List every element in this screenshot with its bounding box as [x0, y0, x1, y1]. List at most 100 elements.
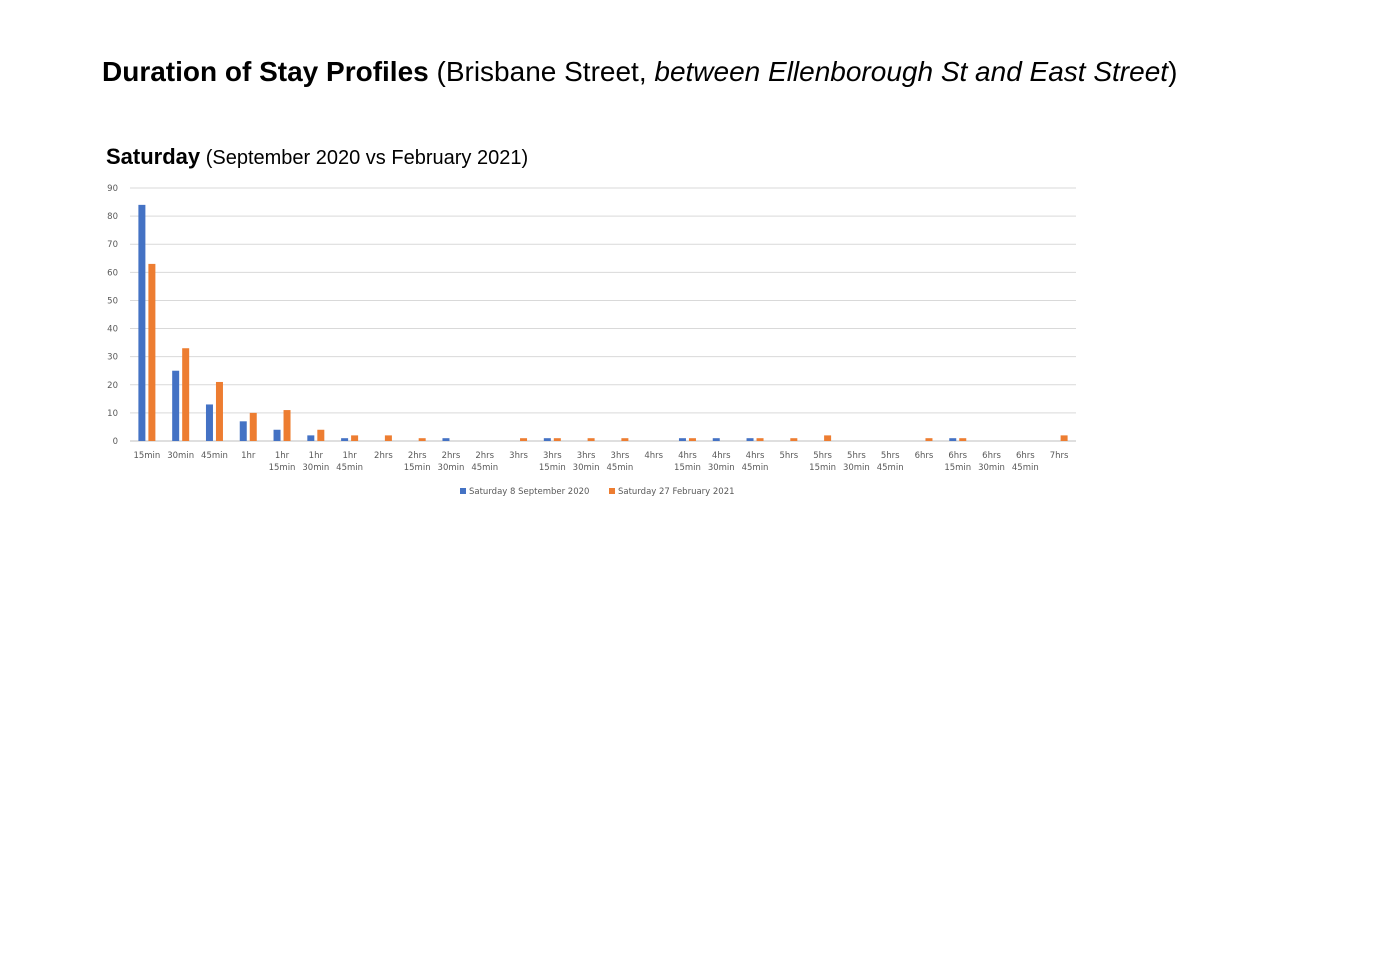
- bar-sep-2020: [543, 438, 551, 441]
- x-axis-ticks: 15min 30min 45min 1hr 1hr 15min 1hr 30min 1hr 45m…: [133, 451, 1069, 473]
- x-tick-label: 6hrs: [982, 451, 1001, 461]
- x-tick-label: 1hr: [241, 451, 256, 461]
- gridlines: [130, 187, 1076, 442]
- bar-sep-2020: [205, 404, 213, 441]
- page-title-location: between Ellenborough St and East Street: [654, 56, 1169, 87]
- page-title-main: Duration of Stay Profiles: [102, 56, 429, 87]
- bar-feb-2021: [688, 438, 696, 441]
- chart-title: Saturday (September 2020 vs February 202…: [106, 144, 528, 170]
- x-tick-label: 15min: [674, 463, 701, 473]
- x-tick-label: 45min: [336, 463, 363, 473]
- x-tick-label: 15min: [539, 463, 566, 473]
- x-tick-label: 4hrs: [678, 451, 697, 461]
- bar-feb-2021: [182, 348, 190, 441]
- bar-sep-2020: [307, 435, 315, 441]
- x-tick-label: 30min: [843, 463, 870, 473]
- bar-feb-2021: [756, 438, 764, 441]
- bar-feb-2021: [959, 438, 967, 441]
- x-tick-label: 15min: [809, 463, 836, 473]
- x-tick-label: 2hrs: [408, 451, 427, 461]
- x-tick-label: 6hrs: [948, 451, 967, 461]
- x-tick-label: 4hrs: [644, 451, 663, 461]
- y-tick-label: 20: [107, 381, 118, 391]
- bar-sep-2020: [138, 204, 146, 441]
- x-tick-label: 7hrs: [1050, 451, 1069, 461]
- legend-swatch: [460, 488, 466, 494]
- bar-sep-2020: [341, 438, 349, 441]
- x-tick-label: 45min: [471, 463, 498, 473]
- x-tick-label: 2hrs: [374, 451, 393, 461]
- bar-sep-2020: [746, 438, 754, 441]
- bar-feb-2021: [824, 435, 832, 441]
- x-tick-label: 5hrs: [881, 451, 900, 461]
- bar-feb-2021: [215, 381, 223, 441]
- y-tick-label: 30: [107, 353, 118, 363]
- x-tick-label: 3hrs: [543, 451, 562, 461]
- bar-feb-2021: [283, 410, 291, 441]
- x-tick-label: 15min: [269, 463, 296, 473]
- x-tick-label: 45min: [742, 463, 769, 473]
- page-title: Duration of Stay Profiles (Brisbane Stre…: [102, 56, 1177, 88]
- x-tick-label: 6hrs: [915, 451, 934, 461]
- y-axis-ticks: 0 10 20 30 40 50 60 70 80 90: [107, 184, 118, 447]
- bar-sep-2020: [442, 438, 450, 441]
- x-tick-label: 5hrs: [847, 451, 866, 461]
- page-title-open: (Brisbane Street,: [428, 56, 655, 87]
- bar-feb-2021: [418, 438, 426, 441]
- bar-feb-2021: [520, 438, 528, 441]
- y-tick-label: 0: [113, 437, 118, 447]
- x-tick-label: 30min: [167, 451, 194, 461]
- bar-sep-2020: [678, 438, 686, 441]
- y-tick-label: 50: [107, 296, 118, 306]
- x-tick-label: 4hrs: [712, 451, 731, 461]
- x-tick-label: 1hr: [275, 451, 290, 461]
- x-tick-label: 1hr: [309, 451, 324, 461]
- x-tick-label: 2hrs: [475, 451, 494, 461]
- bars: [138, 204, 1068, 441]
- x-tick-label: 3hrs: [611, 451, 630, 461]
- bar-feb-2021: [249, 412, 257, 441]
- x-tick-label: 4hrs: [746, 451, 765, 461]
- bar-feb-2021: [317, 429, 325, 441]
- x-tick-label: 45min: [877, 463, 904, 473]
- x-tick-label: 45min: [1012, 463, 1039, 473]
- x-tick-label: 3hrs: [577, 451, 596, 461]
- legend: Saturday 8 September 2020 Saturday 27 Feb…: [460, 487, 735, 497]
- y-tick-label: 60: [107, 268, 118, 278]
- page-title-close: ): [1168, 56, 1178, 87]
- x-tick-label: 6hrs: [1016, 451, 1035, 461]
- bar-feb-2021: [553, 438, 561, 441]
- bar-feb-2021: [790, 438, 798, 441]
- x-tick-label: 30min: [438, 463, 465, 473]
- bar-sep-2020: [712, 438, 720, 441]
- bar-sep-2020: [172, 370, 180, 441]
- y-tick-label: 40: [107, 325, 118, 335]
- x-tick-label: 45min: [606, 463, 633, 473]
- y-tick-label: 80: [107, 212, 118, 222]
- bar-feb-2021: [351, 435, 359, 441]
- x-tick-label: 30min: [573, 463, 600, 473]
- bar-feb-2021: [925, 438, 933, 441]
- legend-label: Saturday 27 February 2021: [618, 487, 735, 497]
- bar-feb-2021: [1060, 435, 1068, 441]
- x-tick-label: 5hrs: [779, 451, 798, 461]
- x-tick-label: 3hrs: [509, 451, 528, 461]
- x-tick-label: 15min: [133, 451, 160, 461]
- x-tick-label: 1hr: [342, 451, 357, 461]
- bar-feb-2021: [384, 435, 392, 441]
- y-tick-label: 90: [107, 184, 118, 194]
- x-tick-label: 5hrs: [813, 451, 832, 461]
- x-tick-label: 30min: [708, 463, 735, 473]
- chart-title-period: (September 2020 vs February 2021): [200, 147, 529, 169]
- bar-feb-2021: [148, 263, 156, 441]
- legend-label: Saturday 8 September 2020: [469, 487, 589, 497]
- bar-sep-2020: [273, 429, 281, 441]
- y-tick-label: 70: [107, 240, 118, 250]
- legend-swatch: [609, 488, 615, 494]
- x-tick-label: 2hrs: [442, 451, 461, 461]
- bar-sep-2020: [239, 421, 247, 441]
- x-tick-label: 30min: [302, 463, 329, 473]
- x-tick-label: 45min: [201, 451, 228, 461]
- x-tick-label: 15min: [944, 463, 971, 473]
